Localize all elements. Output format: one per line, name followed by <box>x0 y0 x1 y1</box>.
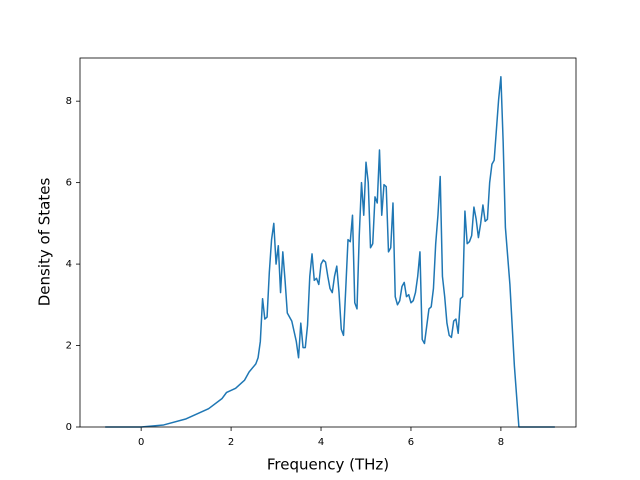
y-tick-label: 8 <box>66 96 72 107</box>
x-tick-label: 0 <box>138 437 144 448</box>
x-axis-label: Frequency (THz) <box>267 456 389 474</box>
plot-frame <box>79 57 577 428</box>
y-tick-label: 6 <box>66 178 72 189</box>
data-line <box>105 75 555 428</box>
x-tick-label: 4 <box>318 437 324 448</box>
y-axis-label: Density of States <box>36 178 54 307</box>
x-tick-label: 6 <box>408 437 414 448</box>
y-tick-label: 0 <box>66 422 72 433</box>
x-tick-label: 2 <box>228 437 234 448</box>
x-tick-label: 8 <box>498 437 504 448</box>
y-tick-label: 2 <box>66 341 72 352</box>
y-tick-label: 4 <box>66 259 72 270</box>
